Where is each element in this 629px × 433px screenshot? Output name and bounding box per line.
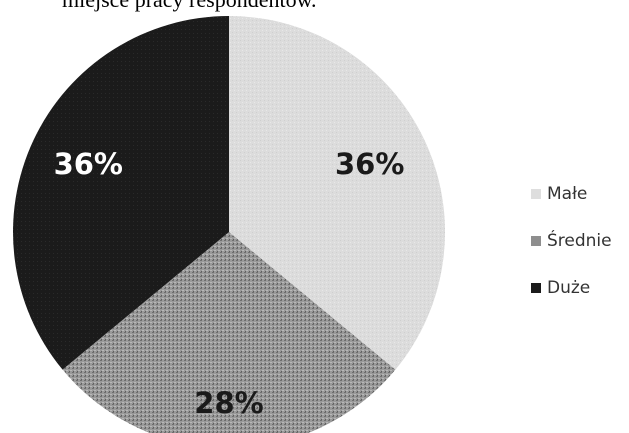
- legend-label-duze: Duże: [547, 277, 591, 298]
- legend-label-srednie: Średnie: [547, 230, 612, 251]
- legend-label-male: Małe: [547, 183, 588, 204]
- legend-item-duze: Duże: [531, 264, 612, 311]
- legend-item-srednie: Średnie: [531, 217, 612, 264]
- legend: Małe Średnie Duże: [531, 170, 612, 311]
- chart-caption: miejsce pracy respondentów.: [62, 0, 317, 13]
- legend-swatch-srednie: [531, 235, 541, 246]
- legend-swatch-duze: [531, 282, 541, 293]
- legend-item-male: Małe: [531, 170, 612, 217]
- slice-label-duze: 36%: [54, 147, 123, 181]
- pie-slice-male: [229, 16, 445, 370]
- legend-swatch-male: [531, 188, 541, 199]
- pie-slice-srednie: [62, 232, 396, 433]
- slice-label-srednie: 28%: [194, 386, 263, 420]
- pie-slice-duze: [12, 15, 230, 370]
- slice-label-male: 36%: [335, 147, 404, 181]
